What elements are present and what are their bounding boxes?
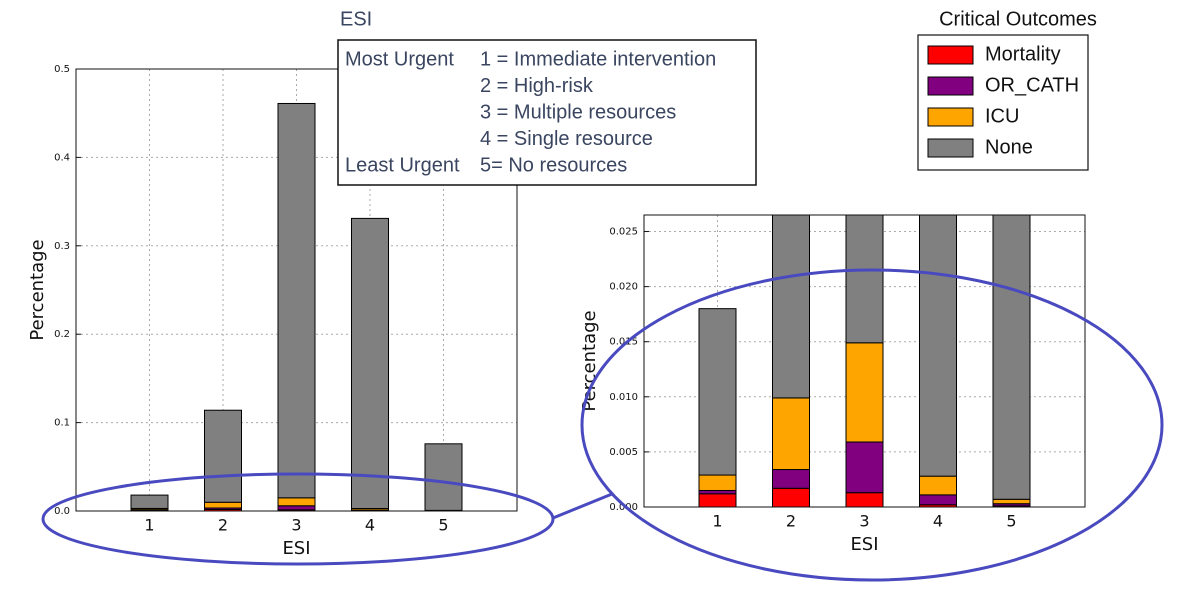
legend-title: Critical Outcomes — [939, 8, 1097, 30]
bar-segment — [845, 492, 884, 507]
bar-segment — [204, 409, 242, 503]
bar-segment — [919, 494, 957, 506]
y-tick-label: 0.3 — [54, 241, 70, 252]
esi-description: 4 = Single resource — [480, 128, 653, 150]
bar-segment — [919, 475, 957, 496]
bar-segment — [351, 217, 389, 510]
bar-segment — [845, 342, 884, 443]
esi-description: 1 = Immediate intervention — [480, 48, 716, 70]
y-tick-label: 0.000 — [609, 502, 638, 513]
x-tick-label: 2 — [218, 516, 228, 535]
plot-frame — [75, 68, 518, 512]
connector — [552, 492, 613, 520]
y-tick-label: 0.025 — [609, 227, 638, 238]
y-axis-label: Percentage — [27, 239, 48, 340]
bars — [698, 215, 1031, 507]
x-tick-label: 3 — [291, 516, 301, 535]
bar-segment — [698, 474, 737, 491]
legend-label: Mortality — [985, 43, 1061, 65]
legend-swatch — [927, 107, 974, 127]
x-tick-label: 2 — [786, 512, 796, 531]
esi-level: Least Urgent — [345, 154, 460, 176]
bar-segment — [204, 501, 242, 509]
y-tick-label: 0.010 — [609, 392, 638, 403]
x-tick-label: 4 — [933, 512, 943, 531]
bar-segment — [277, 505, 316, 511]
y-tick-label: 0.5 — [54, 64, 70, 75]
y-tick-label: 0.005 — [609, 447, 638, 458]
esi-description: 2 = High-risk — [480, 75, 594, 97]
bar-segment — [845, 215, 884, 344]
x-tick-label: 5 — [1006, 512, 1016, 531]
esi-level: Most Urgent — [345, 48, 454, 70]
bar-segment — [772, 469, 810, 489]
bar-segment — [698, 493, 737, 507]
legend-swatch — [927, 138, 974, 158]
zoom-ellipse — [580, 268, 1164, 582]
chart: 0.0 0.1 0.2 0.3 0.4 0.5 1 2 3 4 5 ESI Percentage — [27, 64, 518, 559]
bar-segment — [698, 308, 737, 476]
y-axis-label: Percentage — [579, 310, 600, 411]
bar-segment — [992, 498, 1031, 505]
esi-description: 5= No resources — [480, 154, 627, 176]
bar-segment — [845, 441, 884, 494]
y-tick-label: 0.0 — [54, 506, 70, 517]
bar-segment — [772, 215, 810, 399]
esi-legend-box — [337, 39, 757, 186]
y-tick-label: 0.015 — [609, 337, 638, 348]
bar-segment — [772, 397, 810, 471]
plot-frame — [643, 214, 1086, 508]
highlight-ellipse — [41, 472, 555, 566]
esi-legend-title: ESI — [340, 8, 372, 30]
y-tick-label: 0.020 — [609, 282, 638, 293]
bar-segment — [772, 487, 810, 507]
legend-label: ICU — [985, 105, 1019, 127]
bar-segment — [130, 494, 169, 509]
bar-segment — [277, 497, 316, 507]
charts: 0.00.10.20.30.40.51 2 3 4 5ESIPercentage0.00… — [27, 64, 1086, 559]
y-tick-label: 0.2 — [54, 329, 70, 340]
bar-segment — [919, 215, 957, 477]
bar-segment — [424, 443, 463, 511]
legend-label: None — [985, 136, 1033, 158]
bars — [130, 102, 463, 512]
x-tick-label: 3 — [859, 512, 869, 531]
legend-swatch — [927, 76, 974, 96]
bar-segment — [277, 102, 316, 499]
x-axis-label: ESI — [282, 538, 310, 559]
x-tick-label: 1 — [712, 512, 722, 531]
x-axis-label: ESI — [850, 534, 878, 555]
bar-segment — [992, 215, 1031, 500]
x-tick-label: 5 — [438, 516, 448, 535]
y-tick-label: 0.4 — [54, 152, 70, 163]
y-tick-label: 0.1 — [54, 418, 70, 429]
x-tick-label: 1 — [144, 516, 154, 535]
legend-swatch — [927, 45, 974, 65]
chart: 0.000 0.005 0.010 0.015 0.020 0.025 1 2 3 4 5 ESI Pe… — [579, 214, 1086, 555]
esi-description: 3 = Multiple resources — [480, 101, 676, 123]
x-tick-label: 4 — [365, 516, 375, 535]
legend-label: OR_CATH — [985, 74, 1079, 96]
